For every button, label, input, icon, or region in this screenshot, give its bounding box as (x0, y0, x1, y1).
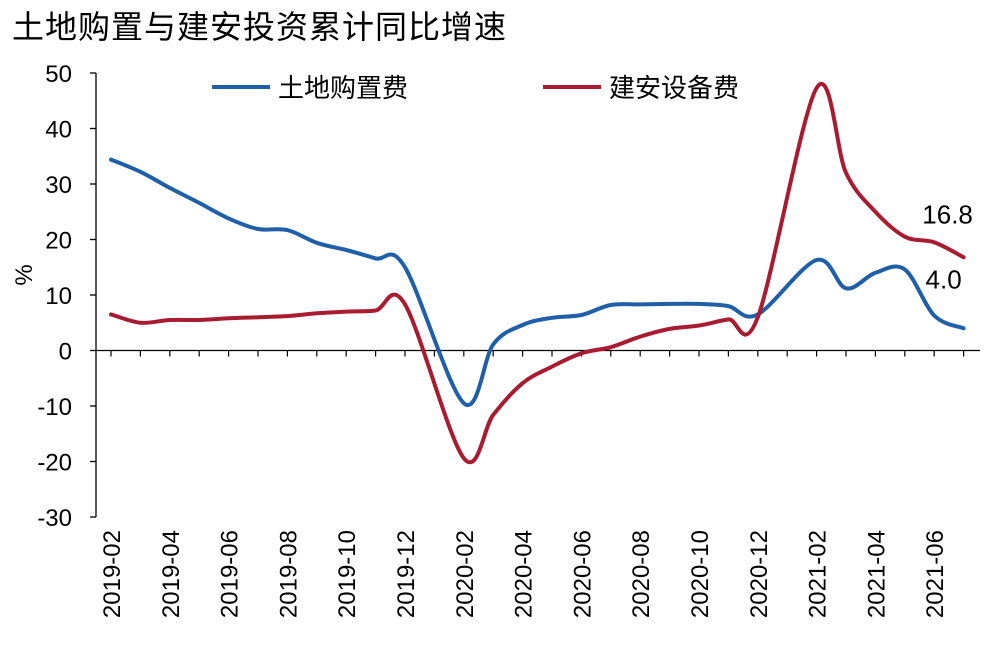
x-tick-label: 2020-10 (687, 530, 714, 618)
series-line-2 (109, 82, 966, 464)
x-tick-label: 2019-12 (393, 530, 420, 618)
x-tick-label: 2020-12 (746, 530, 773, 618)
y-axis-label: % (11, 264, 38, 285)
y-tick-label: 30 (45, 172, 72, 199)
chart-title: 土地购置与建安投资累计同比增速 (12, 8, 508, 46)
y-tick-label: 0 (59, 339, 72, 366)
x-tick-label: 2021-02 (805, 530, 832, 618)
x-tick-label: 2020-02 (452, 530, 479, 618)
series-line-1 (109, 157, 966, 408)
x-tick-label: 2019-06 (217, 530, 244, 618)
y-tick-label: 50 (45, 61, 72, 88)
x-tick-label: 2019-02 (99, 530, 126, 618)
y-tick-label: 10 (45, 283, 72, 310)
y-tick-label: 40 (45, 117, 72, 144)
y-tick-label: 20 (45, 228, 72, 255)
axes (90, 72, 980, 518)
y-tick-label: -20 (37, 450, 72, 477)
x-tick-label: 2020-08 (628, 530, 655, 618)
legend-label-2: 建安设备费 (609, 74, 739, 104)
y-tick-label: -10 (37, 394, 72, 421)
x-tick-labels: 2019-02 2019-04 2019-06 2019-08 2019-10 2019-… (99, 530, 949, 618)
x-tick-label: 2019-10 (334, 530, 361, 618)
y-tick-labels: 50 40 30 20 10 0 -10 -20 -30 (37, 61, 72, 532)
data-labels: 16.8 4.0 (922, 199, 973, 294)
y-tick-label: -30 (37, 505, 72, 532)
series-lines (109, 82, 966, 464)
x-tick-label: 2020-06 (569, 530, 596, 618)
x-tick-label: 2020-04 (511, 530, 538, 618)
legend-label-1: 土地购置费 (278, 74, 408, 104)
x-tick-label: 2021-06 (922, 530, 949, 618)
data-label: 4.0 (926, 264, 962, 294)
legend: 土地购置费 建安设备费 (212, 74, 739, 104)
x-tick-label: 2019-08 (275, 530, 302, 618)
data-label: 16.8 (922, 199, 973, 229)
x-tick-label: 2019-04 (158, 530, 185, 618)
x-tick-label: 2021-04 (863, 530, 890, 618)
